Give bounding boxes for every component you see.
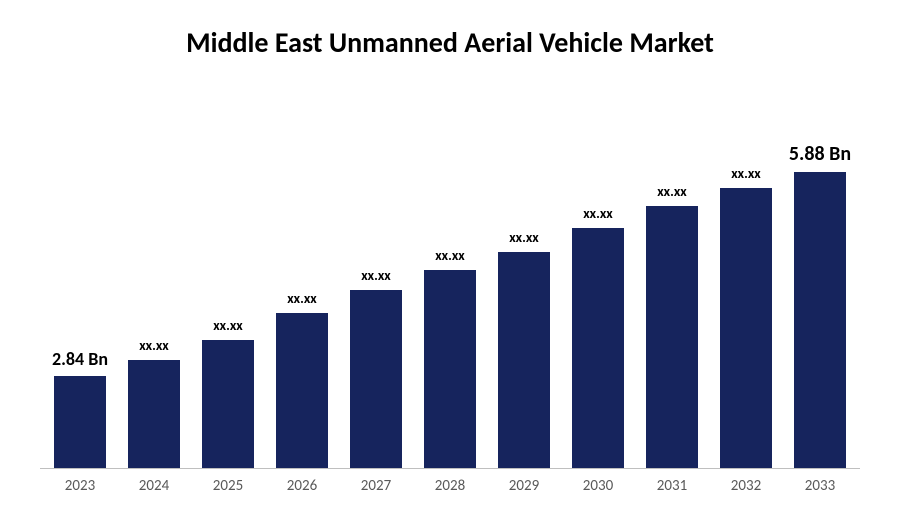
bar	[128, 360, 180, 468]
bar-group: xx.xx	[714, 165, 778, 468]
x-label: 2031	[640, 477, 704, 495]
bar-group: xx.xx	[492, 229, 556, 468]
bar	[572, 228, 624, 468]
value-label: 2.84 Bn	[52, 348, 108, 370]
bar	[276, 313, 328, 468]
value-label: xx.xx	[509, 229, 538, 246]
value-label: xx.xx	[435, 247, 464, 264]
bar-group: xx.xx	[196, 317, 260, 468]
bar	[794, 172, 846, 468]
x-label: 2025	[196, 477, 260, 495]
x-label: 2026	[270, 477, 334, 495]
x-label: 2028	[418, 477, 482, 495]
bar	[202, 340, 254, 468]
value-label: 5.88 Bn	[789, 142, 851, 166]
bar	[54, 376, 106, 468]
bar	[350, 290, 402, 468]
bar-group: xx.xx	[566, 205, 630, 468]
bar-group: xx.xx	[270, 290, 334, 468]
bar-group: xx.xx	[344, 267, 408, 468]
x-label: 2027	[344, 477, 408, 495]
x-axis-labels: 2023 2024 2025 2026 2027 2028 2029 2030 …	[40, 469, 860, 495]
bar	[424, 270, 476, 468]
value-label: xx.xx	[583, 205, 612, 222]
chart-title: Middle East Unmanned Aerial Vehicle Mark…	[40, 25, 860, 60]
bar-group: xx.xx	[640, 183, 704, 468]
x-label: 2023	[48, 477, 112, 495]
bar	[720, 188, 772, 468]
x-label: 2024	[122, 477, 186, 495]
value-label: xx.xx	[213, 317, 242, 334]
bar-group: 5.88 Bn	[788, 142, 852, 468]
bar-group: 2.84 Bn	[48, 348, 112, 468]
x-label: 2029	[492, 477, 556, 495]
bar-group: xx.xx	[418, 247, 482, 468]
value-label: xx.xx	[731, 165, 760, 182]
value-label: xx.xx	[287, 290, 316, 307]
bar-group: xx.xx	[122, 337, 186, 468]
x-label: 2033	[788, 477, 852, 495]
x-label: 2030	[566, 477, 630, 495]
bar	[498, 252, 550, 468]
value-label: xx.xx	[657, 183, 686, 200]
bar	[646, 206, 698, 468]
chart-area: 2.84 Bn xx.xx xx.xx xx.xx xx.xx xx.xx xx…	[40, 90, 860, 495]
x-label: 2032	[714, 477, 778, 495]
value-label: xx.xx	[139, 337, 168, 354]
bars-container: 2.84 Bn xx.xx xx.xx xx.xx xx.xx xx.xx xx…	[40, 90, 860, 469]
value-label: xx.xx	[361, 267, 390, 284]
